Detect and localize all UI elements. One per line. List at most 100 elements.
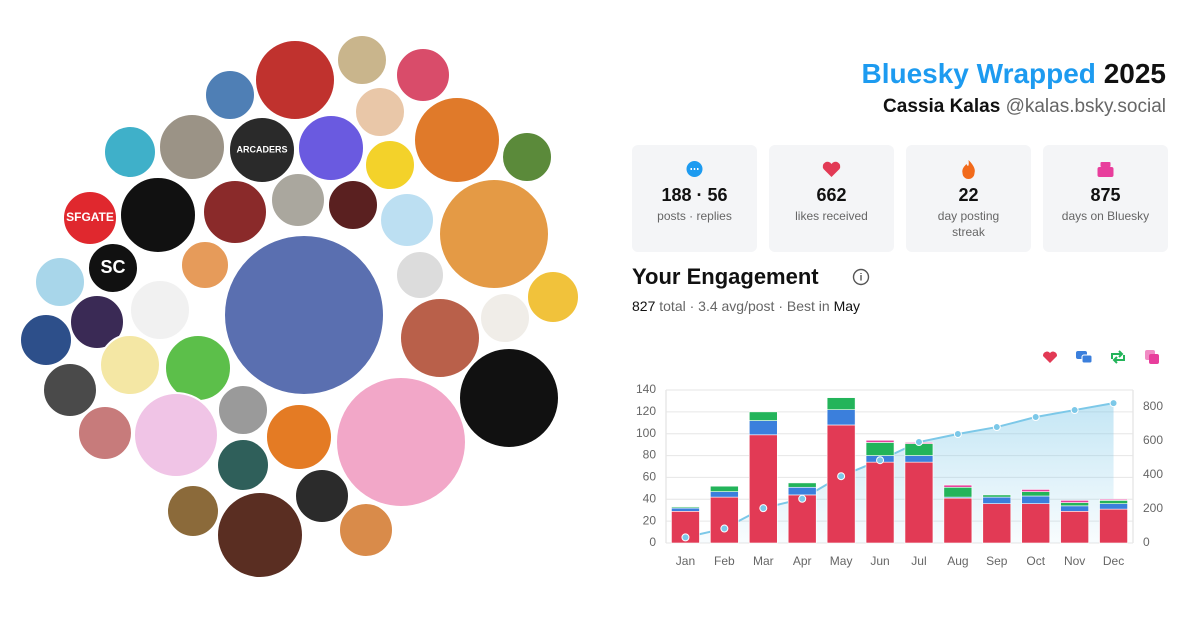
legend-icon-b[interactable]	[1081, 354, 1093, 364]
line-point	[992, 423, 1001, 432]
avatar[interactable]	[254, 39, 336, 121]
avatar[interactable]	[395, 47, 451, 103]
bar-segment	[671, 506, 700, 509]
avatar[interactable]	[223, 234, 385, 396]
info-icon[interactable]	[852, 268, 870, 286]
summary-best: May	[834, 298, 860, 314]
avatar[interactable]	[19, 313, 73, 367]
stat-value: 22	[958, 185, 978, 205]
y2-tick-label: 0	[1143, 535, 1150, 549]
bar-segment	[710, 496, 739, 544]
title: Bluesky Wrapped 2025	[861, 58, 1166, 89]
avatar[interactable]	[87, 242, 139, 294]
bar-segment	[904, 461, 934, 544]
bar-segment	[787, 482, 817, 488]
legend-icon-b[interactable]	[1149, 354, 1159, 364]
avatar[interactable]	[379, 192, 435, 248]
avatar[interactable]	[62, 190, 118, 246]
legend-icon[interactable]	[1111, 350, 1125, 364]
avatar[interactable]	[270, 172, 326, 228]
avatar[interactable]	[413, 96, 501, 184]
avatar[interactable]	[338, 502, 394, 558]
avatar[interactable]	[119, 176, 197, 254]
avatar[interactable]	[69, 294, 125, 350]
avatar[interactable]	[265, 403, 333, 471]
stat-icon-top	[1100, 162, 1111, 167]
y2-tick-label: 400	[1143, 467, 1163, 481]
line-point	[876, 456, 885, 465]
bar-segment	[943, 484, 973, 488]
avatar[interactable]	[204, 69, 256, 121]
x-tick-label: Dec	[1103, 554, 1124, 568]
avatar[interactable]	[99, 334, 161, 396]
stat-label-line: streak	[952, 225, 986, 239]
legend-item[interactable]	[1042, 351, 1058, 363]
y-tick-label: 80	[643, 448, 657, 462]
avatar[interactable]	[294, 468, 350, 524]
avatar-label: SFGATE	[66, 210, 114, 224]
avatar[interactable]	[129, 279, 191, 341]
avatar[interactable]	[133, 392, 219, 478]
y2-tick-label: 800	[1143, 399, 1163, 413]
y-tick-label: 140	[636, 382, 656, 396]
avatar[interactable]	[438, 178, 550, 290]
legend-item[interactable]	[1145, 350, 1159, 364]
avatar[interactable]	[166, 484, 220, 538]
bar-segment	[787, 486, 817, 496]
line-point	[1109, 399, 1118, 408]
avatar[interactable]	[34, 256, 86, 308]
avatar[interactable]	[327, 179, 379, 231]
avatar[interactable]	[335, 376, 467, 508]
avatar[interactable]	[297, 114, 365, 182]
stat-label: likes received	[795, 209, 868, 223]
y2-tick-label: 600	[1143, 433, 1163, 447]
y-tick-label: 40	[643, 491, 657, 505]
bar-segment	[787, 494, 817, 544]
avatar[interactable]	[479, 292, 531, 344]
avatar[interactable]	[501, 131, 553, 183]
stat-label: day posting streak	[938, 209, 999, 239]
avatar[interactable]	[42, 362, 98, 418]
x-tick-label: Jan	[676, 554, 695, 568]
bar-segment	[943, 497, 973, 544]
avatar[interactable]	[77, 405, 133, 461]
bar-segment	[1099, 503, 1128, 510]
line-point	[759, 504, 768, 513]
avatar[interactable]	[216, 491, 304, 579]
stat-label: posts · replies	[657, 209, 732, 223]
avatar[interactable]	[228, 116, 296, 184]
section-title: Your Engagement	[632, 264, 819, 289]
legend-icon[interactable]	[1042, 351, 1058, 363]
avatar-label: SC	[100, 257, 125, 277]
bar-segment	[748, 420, 778, 436]
bar-segment	[1099, 508, 1128, 544]
avatar[interactable]	[216, 438, 270, 492]
avatar[interactable]	[164, 334, 232, 402]
avatar[interactable]	[395, 250, 445, 300]
avatar[interactable]	[399, 297, 481, 379]
avatar[interactable]	[202, 179, 268, 245]
line-point	[1070, 406, 1079, 415]
title-year: 2025	[1104, 58, 1166, 89]
legend-item[interactable]	[1111, 350, 1125, 364]
line-point	[914, 438, 923, 447]
avatar[interactable]	[364, 139, 416, 191]
avatar[interactable]	[103, 125, 157, 179]
stat-card	[1043, 145, 1168, 252]
y-tick-label: 60	[643, 470, 657, 484]
avatar[interactable]	[336, 34, 388, 86]
bar-segment	[671, 507, 700, 512]
avatar[interactable]	[458, 347, 560, 449]
stat-value: 662	[816, 185, 846, 205]
avatar[interactable]	[354, 86, 406, 138]
user-name: Cassia Kalas	[883, 96, 1000, 117]
avatar[interactable]	[217, 384, 269, 436]
avatar[interactable]	[180, 240, 230, 290]
legend-item[interactable]	[1076, 351, 1093, 364]
line-point	[953, 430, 962, 439]
avatar[interactable]	[526, 270, 580, 324]
bar-segment	[1060, 502, 1089, 507]
summary-text: total · 3.4 avg/post · Best in	[659, 298, 829, 314]
avatar[interactable]	[158, 113, 226, 181]
stat-label: days on Bluesky	[1062, 209, 1149, 223]
